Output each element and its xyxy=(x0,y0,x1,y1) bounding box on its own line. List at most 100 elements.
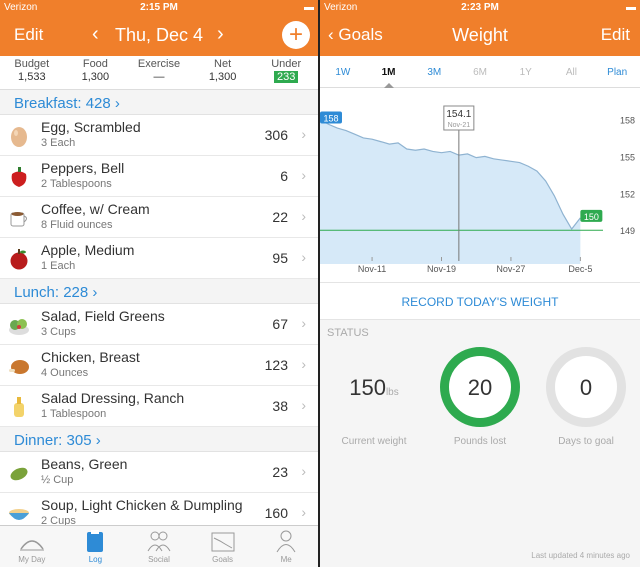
tab-label: My Day xyxy=(18,555,46,564)
tab-label: Log xyxy=(88,555,103,564)
food-quantity: 2 Tablespoons xyxy=(41,178,112,190)
edit-button[interactable]: Edit xyxy=(14,25,44,44)
range-plan[interactable]: Plan xyxy=(607,67,628,78)
weight-chart-svg: 149 152 155 158 Nov-11 Nov-19 Nov-27 Dec-5 158 15… xyxy=(320,105,635,274)
summary-value: 1,300 xyxy=(81,71,110,83)
summary-exercise: Exercise — xyxy=(127,56,191,89)
days-to-goal-value: 0 xyxy=(579,375,593,400)
food-diary-screen: Verizon 2:15 PM ▬ Edit ‹ Thu, Dec 4 › + … xyxy=(0,0,318,567)
range-1m[interactable]: 1M xyxy=(366,56,412,88)
dressing-icon xyxy=(8,396,30,418)
weight-area xyxy=(320,119,581,264)
record-weight-button[interactable]: RECORD TODAY'S WEIGHT xyxy=(320,282,640,320)
food-calories: 160 xyxy=(264,505,288,521)
food-name: Coffee, w/ Cream xyxy=(41,201,150,217)
tab-log[interactable]: Log xyxy=(64,526,128,567)
current-weight-stat: 150lbs Current weight xyxy=(322,347,426,447)
days-to-goal-ring xyxy=(546,347,626,427)
add-food-button[interactable]: + xyxy=(282,21,310,49)
dinner-header[interactable]: Dinner: 305 › xyxy=(0,427,318,452)
range-3m[interactable]: 3M xyxy=(427,67,442,78)
edit-button[interactable]: Edit xyxy=(600,25,630,44)
pepper-icon xyxy=(8,166,30,188)
under-badge: 233 xyxy=(273,71,299,83)
food-entry-row[interactable]: Apple, Medium 1 Each 95 › xyxy=(0,238,318,279)
weight-chart[interactable]: 149 152 155 158 Nov-11 Nov-19 Nov-27 Dec-5 158 15… xyxy=(320,89,640,280)
weight-goal-screen: Verizon 2:23 PM ▬ ‹ Goals Weight Edit 1W… xyxy=(320,0,640,567)
range-1w[interactable]: 1W xyxy=(335,67,351,78)
food-entry-row[interactable]: Chicken, Breast 4 Ounces 123 › xyxy=(0,345,318,386)
tab-my-day[interactable]: My Day xyxy=(0,526,64,567)
range-all[interactable]: All xyxy=(565,67,578,78)
food-calories: 67 xyxy=(272,316,288,332)
status-bar: Verizon 2:15 PM ▬ xyxy=(0,0,318,16)
chevron-right-icon: › xyxy=(301,504,306,520)
tab-me[interactable]: Me xyxy=(254,526,318,567)
egg-icon xyxy=(8,125,30,147)
summary-value: 1,300 xyxy=(208,71,237,83)
battery-icon: ▬ xyxy=(626,2,636,13)
chevron-right-icon: › xyxy=(301,356,306,372)
next-day-icon[interactable]: › xyxy=(217,23,224,45)
food-entry-row[interactable]: Egg, Scrambled 3 Each 306 › xyxy=(0,115,318,156)
last-updated-text: Last updated 4 minutes ago xyxy=(531,551,630,560)
clock: 2:23 PM xyxy=(461,2,499,13)
range-6m[interactable]: 6M xyxy=(473,67,487,78)
range-selector: 1W 1M 3M 6M 1Y All Plan xyxy=(320,56,640,88)
tab-label: Goals xyxy=(212,555,234,564)
food-calories: 23 xyxy=(272,464,288,480)
food-calories: 6 xyxy=(280,168,288,184)
summary-label: Food xyxy=(82,58,108,70)
food-entry-row[interactable]: Peppers, Bell 2 Tablespoons 6 › xyxy=(0,156,318,197)
y-tick-label: 155 xyxy=(620,152,635,162)
tooltip-value: 154.1 xyxy=(446,109,471,120)
screen-divider xyxy=(318,0,320,567)
soup-icon xyxy=(8,503,30,525)
chevron-right-icon: › xyxy=(301,249,306,265)
tooltip-date: Nov-21 xyxy=(448,122,471,129)
diary-date[interactable]: Thu, Dec 4 xyxy=(114,25,204,45)
food-name: Salad, Field Greens xyxy=(41,308,165,324)
tab-social[interactable]: Social xyxy=(127,526,191,567)
food-calories: 306 xyxy=(264,127,288,143)
apple-icon xyxy=(8,248,30,270)
status-heading: STATUS xyxy=(327,327,369,339)
food-name: Beans, Green xyxy=(41,456,128,472)
tab-goals[interactable]: Goals xyxy=(191,526,255,567)
salad-icon xyxy=(8,314,30,336)
food-quantity: 1 Each xyxy=(41,260,76,272)
chevron-right-icon: › xyxy=(301,463,306,479)
food-calories: 95 xyxy=(272,250,288,266)
pounds-lost-ring xyxy=(440,347,520,427)
goals-chart-icon xyxy=(210,529,236,553)
start-value-badge xyxy=(320,111,342,124)
tab-bar: My Day Log Social Goals Me xyxy=(0,525,318,567)
pounds-lost-caption: Pounds lost xyxy=(453,436,507,447)
food-quantity: 8 Fluid ounces xyxy=(41,219,113,231)
lunch-header[interactable]: Lunch: 228 › xyxy=(0,279,318,304)
tooltip-box xyxy=(443,105,475,131)
food-quantity: 4 Ounces xyxy=(41,367,89,379)
food-quantity: 1 Tablespoon xyxy=(41,408,107,420)
x-tick-label: Nov-11 xyxy=(358,264,386,274)
summary-value: — xyxy=(153,71,165,83)
x-tick-label: Nov-19 xyxy=(427,264,456,274)
status-panel: STATUS 150lbs Current weight 20 Pounds l… xyxy=(320,320,640,567)
range-1y[interactable]: 1Y xyxy=(519,67,532,78)
summary-value: 233 xyxy=(254,71,318,83)
chevron-right-icon: › xyxy=(301,208,306,224)
prev-day-icon[interactable]: ‹ xyxy=(92,23,99,45)
food-quantity: 3 Cups xyxy=(41,326,76,338)
food-entry-row[interactable]: Beans, Green ½ Cup 23 › xyxy=(0,452,318,493)
food-entry-row[interactable]: Salad, Field Greens 3 Cups 67 › xyxy=(0,304,318,345)
food-entry-row[interactable]: Salad Dressing, Ranch 1 Tablespoon 38 › xyxy=(0,386,318,427)
pounds-lost-stat: 20 Pounds lost xyxy=(428,347,532,447)
person-icon xyxy=(273,529,299,553)
back-to-goals-button[interactable]: ‹ Goals xyxy=(328,25,383,44)
food-name: Chicken, Breast xyxy=(41,349,140,365)
carrier-label: Verizon xyxy=(324,2,358,13)
food-entry-row[interactable]: Coffee, w/ Cream 8 Fluid ounces 22 › xyxy=(0,197,318,238)
x-tick-label: Nov-27 xyxy=(496,264,525,274)
breakfast-header[interactable]: Breakfast: 428 › xyxy=(0,90,318,115)
food-name: Soup, Light Chicken & Dumpling xyxy=(41,497,243,513)
